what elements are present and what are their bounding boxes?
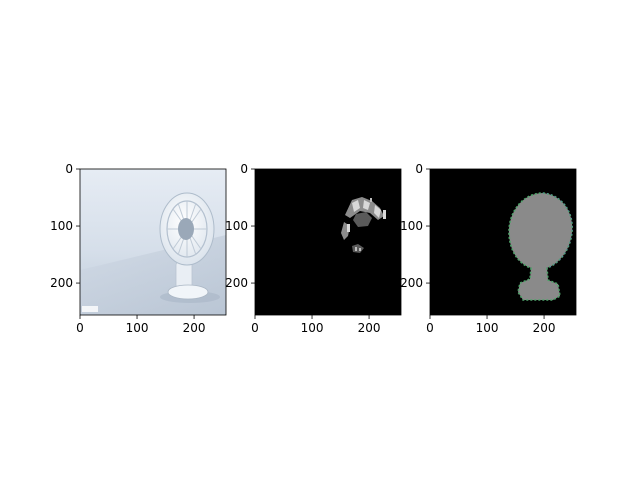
- x-tick-label: 100: [126, 321, 149, 335]
- x-tick-label: 100: [476, 321, 499, 335]
- y-tick-label: 200: [225, 276, 248, 290]
- y-tick-label: 0: [65, 162, 73, 176]
- y-tick-label: 200: [50, 276, 73, 290]
- x-tick-label: 200: [358, 321, 381, 335]
- y-tick-label: 0: [240, 162, 248, 176]
- y-tick-label: 100: [50, 219, 73, 233]
- y-tick-label: 0: [415, 162, 423, 176]
- panel-grayscale-feature-map: [254, 168, 402, 316]
- y-tick-label: 100: [225, 219, 248, 233]
- axis-tick-labels: 0 100 200 0 100 200 0 100 200 0 100 200 0 100 200 0 100 2…: [50, 162, 555, 335]
- x-tick-label: 200: [533, 321, 556, 335]
- feature-map-content: [255, 169, 401, 315]
- x-tick-label: 200: [183, 321, 206, 335]
- mask-content: [430, 169, 576, 315]
- panel-segmentation-mask: [429, 168, 577, 316]
- photo-content: [80, 169, 226, 315]
- x-tick-label: 100: [301, 321, 324, 335]
- y-tick-label: 200: [400, 276, 423, 290]
- panel-original-image: [79, 168, 227, 316]
- x-tick-label: 0: [426, 321, 434, 335]
- x-tick-label: 0: [76, 321, 84, 335]
- axis-ticks: [76, 168, 545, 319]
- y-tick-label: 100: [400, 219, 423, 233]
- x-tick-label: 0: [251, 321, 259, 335]
